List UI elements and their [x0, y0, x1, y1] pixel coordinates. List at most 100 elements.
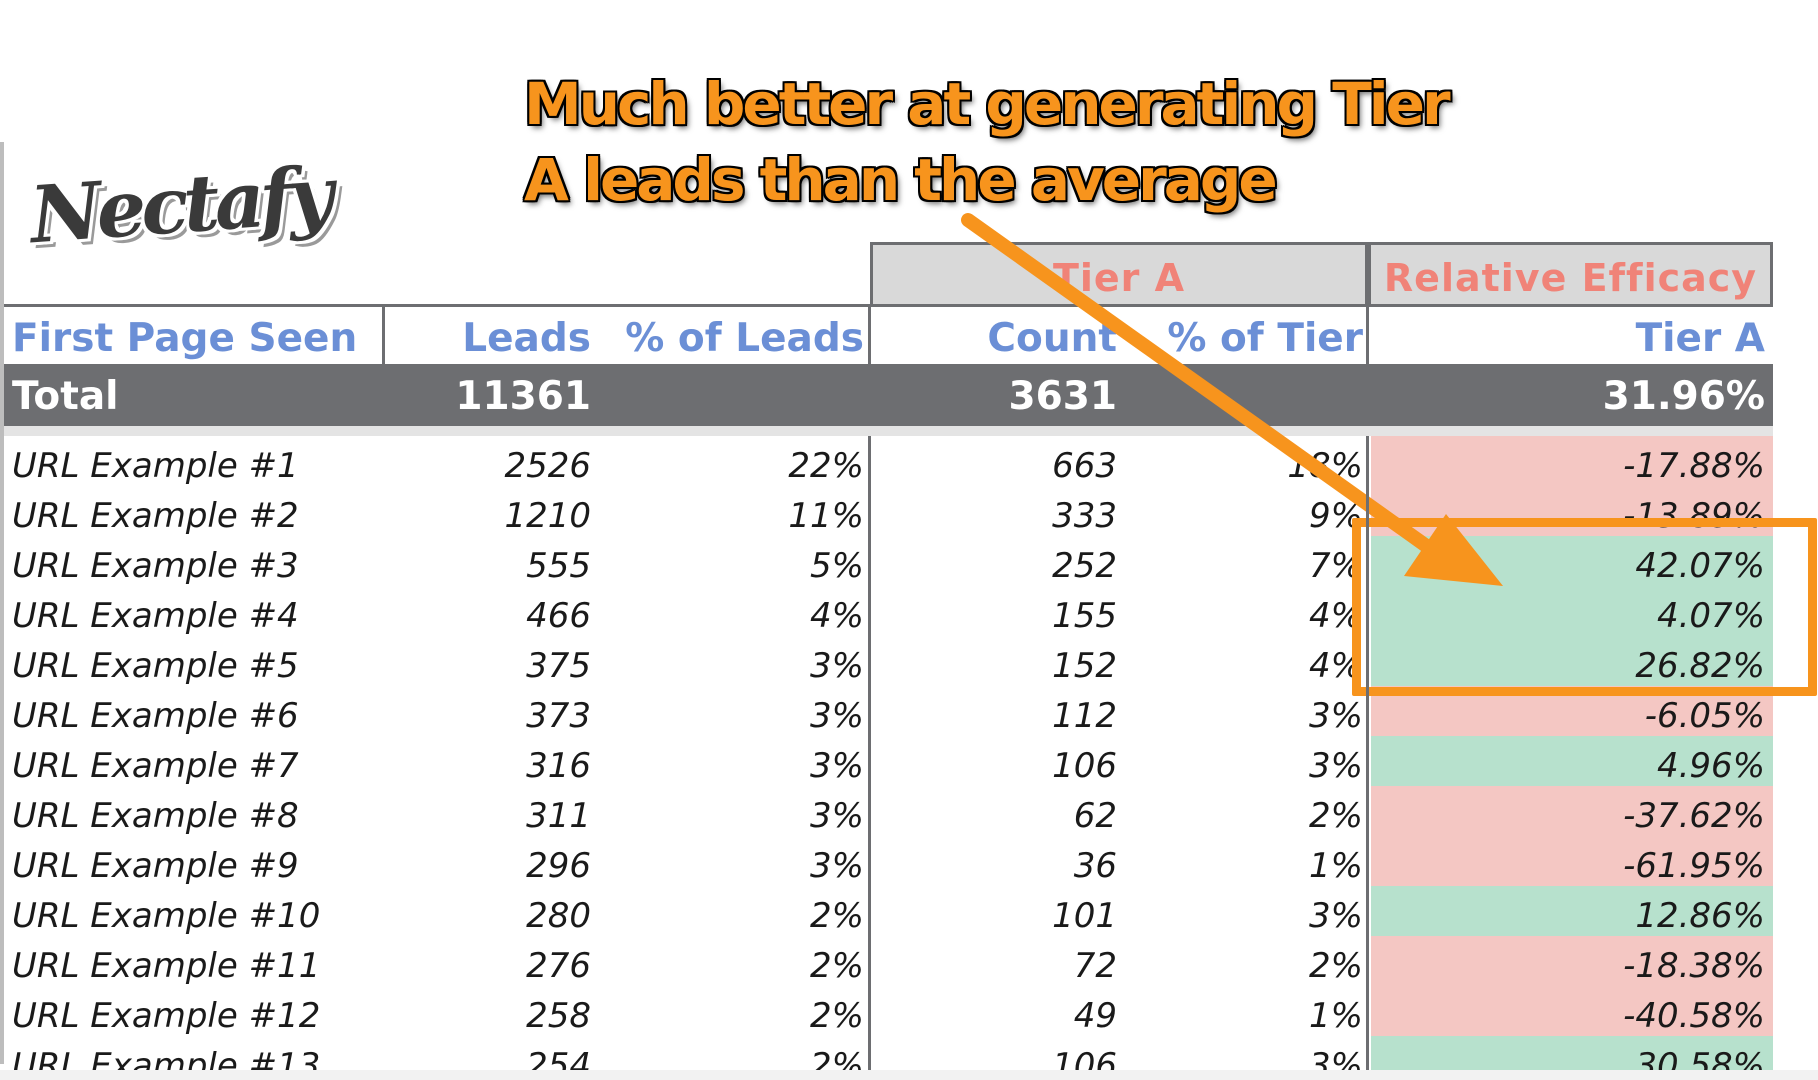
cell-relative-efficacy[interactable]: -37.62%	[1623, 796, 1765, 836]
cell-pct-of-tier[interactable]: 2%	[1309, 796, 1363, 836]
table-row: URL Example #4 466 4% 155 4% 4.07%	[4, 586, 1773, 636]
cell-count[interactable]: 106	[1052, 1046, 1117, 1070]
cell-pct-of-leads[interactable]: 5%	[810, 546, 864, 586]
col-pct-of-leads[interactable]: % of Leads	[625, 316, 864, 361]
table-row: URL Example #9 296 3% 36 1% -61.95%	[4, 836, 1773, 886]
cell-relative-efficacy[interactable]: 12.86%	[1635, 896, 1765, 936]
cell-relative-efficacy[interactable]: 30.58%	[1635, 1046, 1765, 1070]
cell-leads[interactable]: 373	[526, 696, 591, 736]
cell-relative-efficacy[interactable]: -18.38%	[1623, 946, 1765, 986]
cell-count[interactable]: 663	[1052, 446, 1117, 486]
cell-count[interactable]: 106	[1052, 746, 1117, 786]
cell-url[interactable]: URL Example #11	[12, 946, 321, 986]
cell-count[interactable]: 49	[1073, 996, 1117, 1036]
annotation-line-1: Much better at generating Tier	[524, 70, 1451, 138]
cell-pct-of-tier[interactable]: 3%	[1309, 696, 1363, 736]
cell-leads[interactable]: 280	[526, 896, 591, 936]
total-count: 3631	[1008, 374, 1117, 419]
table-row: URL Example #10 280 2% 101 3% 12.86%	[4, 886, 1773, 936]
cell-url[interactable]: URL Example #8	[12, 796, 299, 836]
total-leads: 11361	[455, 374, 591, 419]
cell-pct-of-leads[interactable]: 2%	[810, 946, 864, 986]
cell-count[interactable]: 252	[1052, 546, 1117, 586]
cell-url[interactable]: URL Example #10	[12, 896, 321, 936]
cell-count[interactable]: 62	[1073, 796, 1117, 836]
cell-pct-of-tier[interactable]: 3%	[1309, 746, 1363, 786]
cell-url[interactable]: URL Example #2	[12, 496, 299, 536]
cell-relative-efficacy[interactable]: -6.05%	[1644, 696, 1765, 736]
col-tier-a[interactable]: Tier A	[1635, 316, 1765, 361]
cell-leads[interactable]: 258	[526, 996, 591, 1036]
cell-leads[interactable]: 316	[526, 746, 591, 786]
cell-pct-of-leads[interactable]: 11%	[788, 496, 864, 536]
table-row: URL Example #12 258 2% 49 1% -40.58%	[4, 986, 1773, 1036]
cell-url[interactable]: URL Example #9	[12, 846, 299, 886]
relative-efficacy-fill	[1371, 436, 1773, 486]
cell-url[interactable]: URL Example #7	[12, 746, 299, 786]
cell-count[interactable]: 155	[1052, 596, 1117, 636]
cell-pct-of-tier[interactable]: 3%	[1309, 896, 1363, 936]
column-divider	[382, 307, 385, 367]
col-leads[interactable]: Leads	[462, 316, 591, 361]
cell-pct-of-leads[interactable]: 22%	[788, 446, 864, 486]
cell-relative-efficacy[interactable]: 4.96%	[1656, 746, 1765, 786]
cell-relative-efficacy[interactable]: -13.89%	[1623, 496, 1765, 536]
table-row: URL Example #2 1210 11% 333 9% -13.89%	[4, 486, 1773, 536]
cell-leads[interactable]: 276	[526, 946, 591, 986]
cell-count[interactable]: 333	[1052, 496, 1117, 536]
column-divider	[1366, 436, 1369, 1070]
cell-leads[interactable]: 311	[526, 796, 591, 836]
annotation-callout: Much better at generating Tier A leads t…	[524, 66, 1451, 218]
cell-pct-of-leads[interactable]: 2%	[810, 996, 864, 1036]
col-pct-of-tier[interactable]: % of Tier	[1167, 316, 1363, 361]
cell-url[interactable]: URL Example #13	[12, 1046, 321, 1070]
cell-count[interactable]: 152	[1052, 646, 1117, 686]
cell-leads[interactable]: 466	[526, 596, 591, 636]
cell-pct-of-leads[interactable]: 4%	[810, 596, 864, 636]
cell-relative-efficacy[interactable]: 26.82%	[1635, 646, 1765, 686]
cell-relative-efficacy[interactable]: 42.07%	[1635, 546, 1765, 586]
cell-pct-of-leads[interactable]: 3%	[810, 746, 864, 786]
total-label: Total	[12, 374, 119, 419]
cell-url[interactable]: URL Example #12	[12, 996, 321, 1036]
cell-leads[interactable]: 296	[526, 846, 591, 886]
cell-url[interactable]: URL Example #5	[12, 646, 299, 686]
cell-leads[interactable]: 555	[526, 546, 591, 586]
col-first-page-seen[interactable]: First Page Seen	[12, 316, 358, 361]
cell-url[interactable]: URL Example #1	[12, 446, 299, 486]
cell-leads[interactable]: 254	[526, 1046, 591, 1070]
cell-pct-of-leads[interactable]: 2%	[810, 1046, 864, 1070]
cell-leads[interactable]: 2526	[504, 446, 591, 486]
cell-url[interactable]: URL Example #3	[12, 546, 299, 586]
table-row: URL Example #11 276 2% 72 2% -18.38%	[4, 936, 1773, 986]
cell-count[interactable]: 72	[1073, 946, 1117, 986]
cell-pct-of-leads[interactable]: 2%	[810, 896, 864, 936]
relative-efficacy-fill	[1371, 636, 1773, 686]
total-row-spacer	[4, 426, 1773, 436]
cell-relative-efficacy[interactable]: -61.95%	[1623, 846, 1765, 886]
cell-pct-of-tier[interactable]: 1%	[1309, 996, 1363, 1036]
cell-pct-of-tier[interactable]: 3%	[1309, 1046, 1363, 1070]
cell-count[interactable]: 36	[1073, 846, 1117, 886]
cell-url[interactable]: URL Example #4	[12, 596, 299, 636]
cell-count[interactable]: 112	[1052, 696, 1117, 736]
cell-pct-of-leads[interactable]: 3%	[810, 796, 864, 836]
cell-pct-of-tier[interactable]: 1%	[1309, 846, 1363, 886]
cell-relative-efficacy[interactable]: -17.88%	[1623, 446, 1765, 486]
cell-relative-efficacy[interactable]: 4.07%	[1656, 596, 1765, 636]
col-count[interactable]: Count	[987, 316, 1117, 361]
cell-pct-of-leads[interactable]: 3%	[810, 646, 864, 686]
cell-url[interactable]: URL Example #6	[12, 696, 299, 736]
table-row: URL Example #13 254 2% 106 3% 30.58%	[4, 1036, 1773, 1070]
cell-count[interactable]: 101	[1052, 896, 1117, 936]
cell-leads[interactable]: 375	[526, 646, 591, 686]
column-divider	[868, 436, 871, 1070]
cell-leads[interactable]: 1210	[504, 496, 591, 536]
cell-relative-efficacy[interactable]: -40.58%	[1623, 996, 1765, 1036]
cell-pct-of-tier[interactable]: 2%	[1309, 946, 1363, 986]
cell-pct-of-leads[interactable]: 3%	[810, 846, 864, 886]
cell-pct-of-leads[interactable]: 3%	[810, 696, 864, 736]
